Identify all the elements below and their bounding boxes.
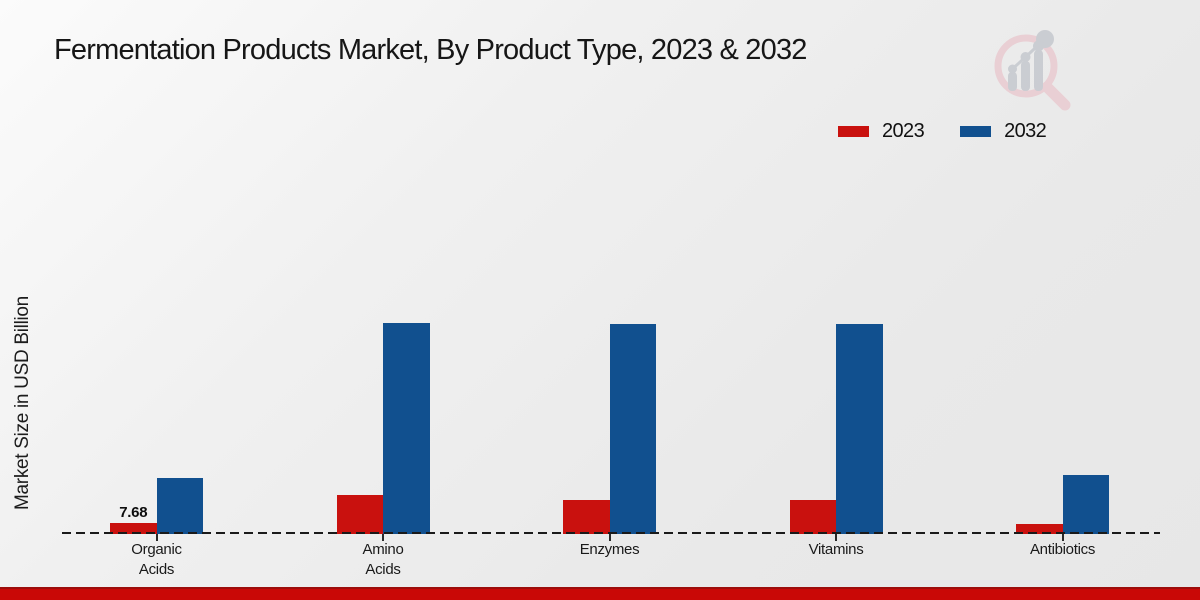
bar-2032-vitamins xyxy=(836,323,883,535)
x-axis-tick-vitamins xyxy=(835,534,837,541)
x-axis-label-enzymes: Enzymes xyxy=(579,541,640,558)
legend-item-2032: 2032 xyxy=(960,120,1047,143)
bar-2023-vitamins xyxy=(789,499,836,535)
page-title: Fermentation Products Market, By Product… xyxy=(54,34,807,66)
bar-2023-amino-acids xyxy=(336,495,383,535)
x-axis-label-organic-acids: Organic Acids xyxy=(131,541,182,578)
x-axis-tick-amino-acids xyxy=(382,534,384,541)
x-axis-label-vitamins: Vitamins xyxy=(808,541,864,558)
legend: 2023 2032 xyxy=(838,120,1047,143)
footer-accent-bar xyxy=(0,587,1200,600)
x-axis-tick-organic-acids xyxy=(155,534,158,541)
x-axis-tick-enzymes xyxy=(608,534,611,541)
legend-label-2023: 2023 xyxy=(882,120,925,142)
x-axis-label-amino-acids: Amino Acids xyxy=(362,541,404,578)
legend-item-2023: 2023 xyxy=(838,120,925,143)
bar-2032-organic-acids xyxy=(156,477,203,535)
legend-label-2032: 2032 xyxy=(1004,120,1047,142)
bar-2032-amino-acids xyxy=(383,322,430,535)
legend-swatch-2032 xyxy=(960,126,992,137)
x-axis-tick-antibiotics xyxy=(1061,534,1064,541)
zero-baseline xyxy=(62,532,1160,534)
bar-2023-antibiotics xyxy=(1016,523,1063,535)
bar-2032-antibiotics xyxy=(1062,474,1109,535)
bar-2023-organic-acids xyxy=(110,523,157,535)
bar-2023-enzymes xyxy=(563,499,610,535)
legend-swatch-2023 xyxy=(838,126,869,137)
x-axis-label-antibiotics: Antibiotics xyxy=(1029,541,1096,558)
brand-logo-icon xyxy=(994,30,1071,111)
bar-2032-enzymes xyxy=(609,323,656,535)
bar-value-label-organic-acids: 7.68 xyxy=(119,504,148,522)
